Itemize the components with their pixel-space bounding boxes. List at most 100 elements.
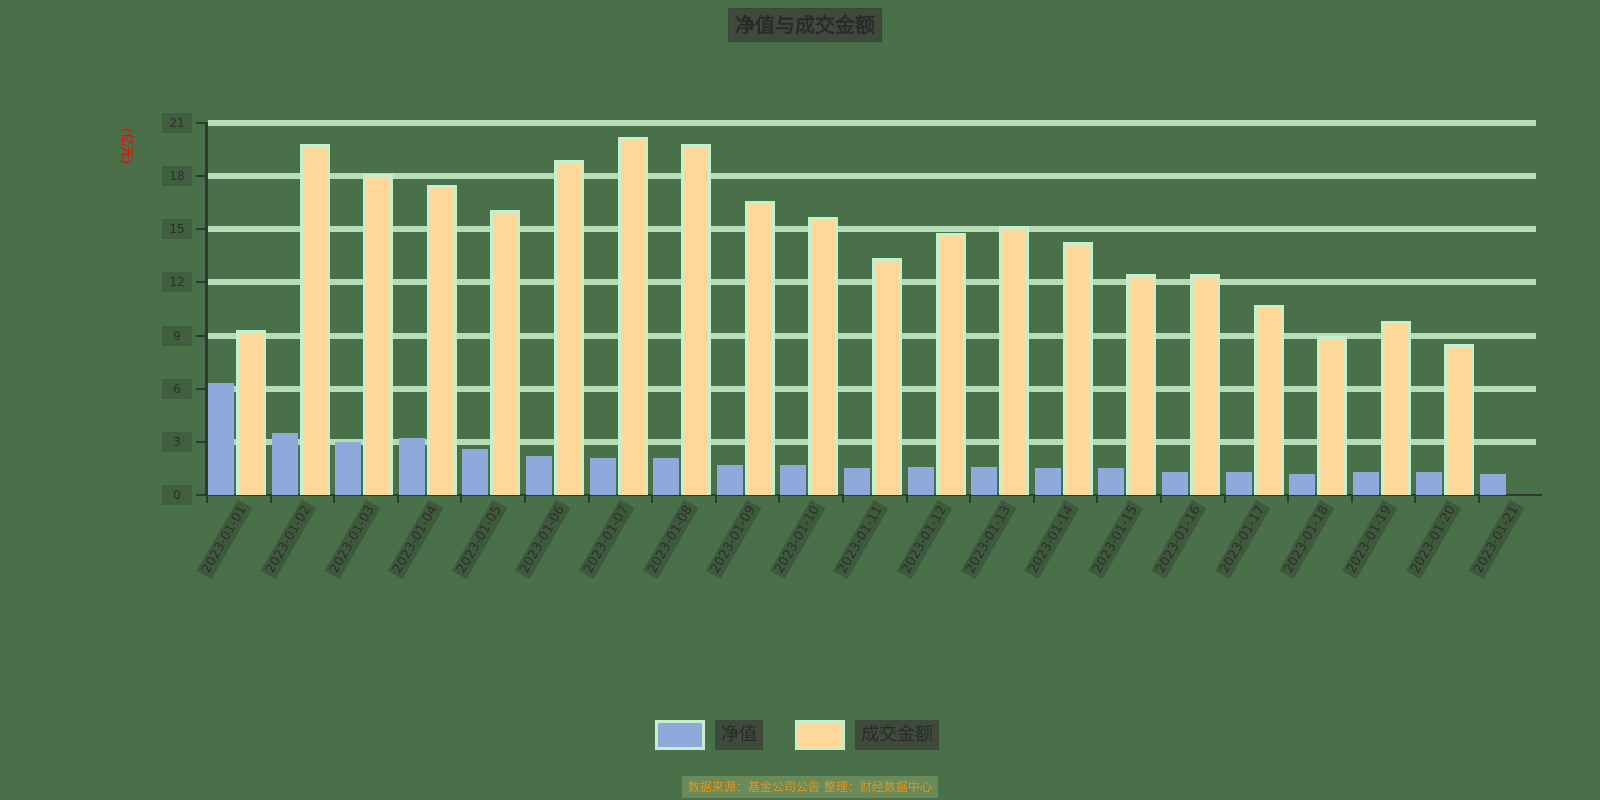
x-tick xyxy=(842,495,844,503)
x-tick xyxy=(460,495,463,503)
x-tick-label: 2023-01-05 xyxy=(451,500,508,580)
bar-net-value[interactable] xyxy=(398,438,425,495)
x-tick xyxy=(587,495,590,503)
y-tick-label: 0 xyxy=(162,485,192,505)
bar-net-value[interactable] xyxy=(526,456,552,495)
legend-label-net-value[interactable]: 净值 xyxy=(715,720,763,750)
y-tick-label: 6 xyxy=(162,378,192,399)
bar-net-value[interactable] xyxy=(716,464,743,495)
x-tick xyxy=(269,495,272,503)
bar-turnover[interactable] xyxy=(935,232,966,495)
x-tick xyxy=(1350,495,1353,503)
x-tick-label: 2023-01-09 xyxy=(706,500,762,580)
x-tick-label: 2023-01-04 xyxy=(388,500,444,580)
legend-label-turnover[interactable]: 成交金额 xyxy=(855,720,939,750)
gridline xyxy=(208,173,1536,180)
bar-net-value[interactable] xyxy=(844,468,870,495)
bar-turnover[interactable] xyxy=(426,185,457,495)
bar-net-value[interactable] xyxy=(335,441,362,495)
x-tick-label: 2023-01-02 xyxy=(260,500,317,580)
bar-turnover[interactable] xyxy=(554,160,584,495)
bar-turnover[interactable] xyxy=(681,144,712,495)
x-tick-label: 2023-01-19 xyxy=(1342,500,1398,580)
x-tick-label: 2023-01-07 xyxy=(578,500,635,580)
bar-turnover[interactable] xyxy=(1062,241,1093,495)
bar-turnover[interactable] xyxy=(1444,344,1475,495)
y-axis-unit-label: (亿元) xyxy=(118,127,134,165)
x-tick xyxy=(714,495,717,503)
y-tick xyxy=(196,387,206,390)
x-tick xyxy=(1032,495,1035,503)
x-tick-label: 2023-01-11 xyxy=(833,500,889,580)
legend-swatch-net-value[interactable] xyxy=(655,720,705,750)
x-tick xyxy=(1160,495,1162,503)
x-tick-label: 2023-01-01 xyxy=(197,500,253,580)
x-tick xyxy=(651,495,654,503)
bar-net-value[interactable] xyxy=(1162,471,1188,495)
x-tick-label: 2023-01-13 xyxy=(960,500,1016,580)
x-tick-label: 2023-01-10 xyxy=(769,500,826,580)
x-tick-label: 2023-01-16 xyxy=(1151,500,1207,580)
bar-turnover[interactable] xyxy=(808,216,839,495)
bar-net-value[interactable] xyxy=(208,383,234,495)
y-tick-label: 15 xyxy=(162,219,192,240)
x-tick-label: 2023-01-14 xyxy=(1024,500,1080,580)
bar-turnover[interactable] xyxy=(1253,305,1284,495)
x-tick-label: 2023-01-15 xyxy=(1087,500,1144,580)
bar-turnover[interactable] xyxy=(744,200,775,495)
x-tick-label: 2023-01-20 xyxy=(1405,500,1462,580)
bar-net-value[interactable] xyxy=(589,457,616,495)
bar-turnover[interactable] xyxy=(1126,273,1157,495)
y-tick xyxy=(196,175,206,178)
legend-swatch-turnover[interactable] xyxy=(795,720,845,750)
x-tick xyxy=(333,495,336,503)
bar-turnover[interactable] xyxy=(1380,321,1411,495)
bar-net-value[interactable] xyxy=(1352,471,1379,495)
y-tick-label: 18 xyxy=(162,166,192,187)
bar-net-value[interactable] xyxy=(1289,473,1316,495)
bar-net-value[interactable] xyxy=(1225,471,1252,495)
x-tick-label: 2023-01-03 xyxy=(324,500,380,580)
y-tick xyxy=(196,122,206,124)
bar-turnover[interactable] xyxy=(617,137,648,495)
x-tick-label: 2023-01-08 xyxy=(642,500,698,580)
bar-net-value[interactable] xyxy=(653,457,680,495)
x-tick xyxy=(905,495,908,503)
x-tick-label: 2023-01-21 xyxy=(1469,500,1525,580)
bar-net-value[interactable] xyxy=(1416,471,1443,495)
gridline xyxy=(208,120,1536,126)
bar-turnover[interactable] xyxy=(872,257,902,495)
y-tick xyxy=(196,281,206,284)
x-tick xyxy=(1096,495,1099,503)
bar-net-value[interactable] xyxy=(1034,468,1061,495)
x-tick xyxy=(778,495,781,503)
bar-net-value[interactable] xyxy=(971,466,998,495)
bar-net-value[interactable] xyxy=(907,466,934,495)
y-tick xyxy=(196,440,206,443)
x-tick xyxy=(524,495,526,503)
y-tick-label: 9 xyxy=(162,325,192,346)
bar-turnover[interactable] xyxy=(236,330,266,495)
bar-turnover[interactable] xyxy=(1317,335,1348,495)
chart-title: 净值与成交金额 xyxy=(728,8,882,42)
bar-turnover[interactable] xyxy=(299,144,330,495)
bar-turnover[interactable] xyxy=(363,174,394,495)
bar-turnover[interactable] xyxy=(490,209,521,495)
legend: 净值 成交金额 xyxy=(655,720,961,750)
x-tick xyxy=(396,495,399,503)
gridline xyxy=(208,226,1536,233)
source-footer: 数据来源：基金公司公告 整理：财经数据中心 xyxy=(682,776,938,798)
bar-turnover[interactable] xyxy=(1190,273,1220,495)
bar-net-value[interactable] xyxy=(271,433,298,495)
bar-net-value[interactable] xyxy=(1098,468,1125,495)
bar-turnover[interactable] xyxy=(999,225,1030,495)
bar-net-value[interactable] xyxy=(1480,473,1506,495)
bar-net-value[interactable] xyxy=(780,464,807,495)
bar-net-value[interactable] xyxy=(462,448,489,495)
y-tick xyxy=(196,334,206,337)
x-tick xyxy=(969,495,972,503)
y-tick xyxy=(196,494,206,496)
y-tick xyxy=(196,228,206,231)
x-tick-label: 2023-01-18 xyxy=(1278,500,1334,580)
